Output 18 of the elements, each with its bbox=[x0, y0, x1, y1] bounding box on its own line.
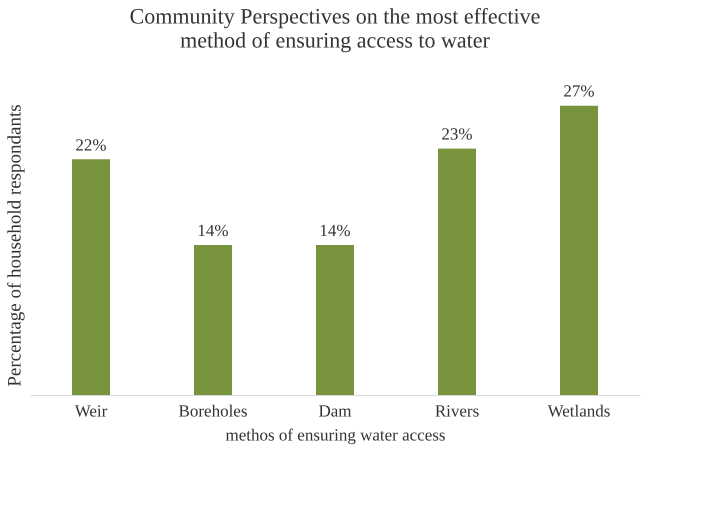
x-axis-title: methos of ensuring water access bbox=[226, 426, 446, 444]
x-tick-label: Dam bbox=[318, 402, 352, 420]
x-tick-label: Weir bbox=[74, 402, 108, 420]
data-label: 14% bbox=[197, 221, 229, 240]
bar bbox=[72, 159, 110, 395]
x-tick-label: Wetlands bbox=[548, 402, 610, 420]
chart-title: Community Perspectives on the most effective method of ensuring access to water bbox=[130, 4, 540, 53]
bar bbox=[438, 148, 476, 395]
data-label: 14% bbox=[319, 221, 351, 240]
bar bbox=[194, 245, 232, 395]
x-tick-label: Boreholes bbox=[178, 402, 248, 420]
data-label: 22% bbox=[75, 135, 107, 154]
bar bbox=[316, 245, 354, 395]
data-label: 27% bbox=[563, 82, 595, 101]
data-label: 23% bbox=[441, 124, 473, 144]
y-axis-title: Percentage of household respondants bbox=[4, 104, 26, 387]
bar bbox=[560, 106, 598, 395]
x-tick-label: Rivers bbox=[434, 402, 480, 420]
